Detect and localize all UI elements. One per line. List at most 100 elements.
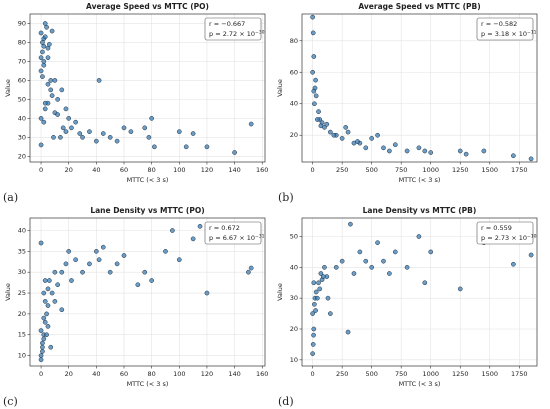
point [40,349,45,354]
point [248,121,254,127]
point [42,278,48,283]
point [369,136,375,141]
x-tick-label: 250 [336,166,348,174]
point [73,119,78,125]
x-tick-label: 20 [65,166,73,174]
y-tick-label: 90 [18,19,26,27]
point [369,264,375,270]
point [41,290,47,296]
y-tick-label: 35 [18,247,26,255]
point [381,258,386,264]
point [152,144,157,150]
point [38,30,44,36]
x-tick-label: 0 [311,370,315,378]
point [55,282,60,288]
point [142,269,148,275]
x-tick-label: 0 [39,166,43,174]
chart-title: Average Speed vs MTTC (PB) [358,2,480,11]
annotation-r: r = −0.582 [481,20,517,28]
annotation-p-base: p = 2.72 × 10 [209,30,255,38]
panel-label: (c) [3,395,18,408]
point [52,269,58,275]
chart-title: Average Speed vs MTTC (PO) [86,2,209,11]
x-tick-label: 0 [39,370,43,378]
x-tick-label: 500 [365,166,377,174]
point [146,134,152,140]
point [63,129,69,134]
point [42,100,48,106]
x-tick-label: 500 [365,370,377,378]
y-tick-label: 20 [18,310,26,318]
y-axis-label: Value [4,79,12,97]
point [357,249,363,255]
point [204,290,210,296]
point [176,129,182,134]
point [42,106,48,112]
point [80,134,85,140]
point [232,150,237,155]
annotation-p: p = 3.18 × 10−11 [481,29,537,38]
point [41,336,47,342]
point [345,329,351,335]
annotation-p: p = 6.67 × 10−31 [209,233,265,242]
point [48,87,54,93]
x-tick-label: 1750 [511,370,528,378]
x-axis-label: MTTC (< 3 s) [399,380,441,388]
point [42,299,48,304]
point [387,271,392,276]
point [248,265,254,271]
point [41,119,47,125]
point [44,311,49,317]
x-tick-label: 160 [256,166,268,174]
y-tick-label: 50 [18,95,26,103]
point [190,131,196,136]
y-tick-label: 20 [18,152,26,160]
subplot: 0 250 500 750 1000 1250 1500 1750 20 40 60 80 Averag… [276,2,538,204]
point [44,332,49,338]
point [80,269,85,275]
y-tick-label: 20 [290,325,298,333]
y-tick-label: 80 [290,37,298,45]
x-tick-label: 40 [92,166,100,174]
point [422,280,428,286]
x-tick-label: 1250 [452,370,469,378]
point [313,308,318,313]
chart-title: Lane Density vs MTTC (PO) [90,206,204,215]
y-tick-label: 60 [18,76,26,84]
point [163,249,168,254]
x-axis-label: MTTC (< 3 s) [127,176,169,184]
point [107,269,113,275]
point [313,77,318,83]
x-axis-label: MTTC (< 3 s) [399,176,441,184]
annotation-box [204,17,262,41]
y-tick-label: 40 [18,114,26,122]
point [42,319,48,325]
point [457,148,463,154]
annotation-p: p = 2.73 × 10−10 [481,233,537,242]
point [511,153,516,159]
x-tick-label: 1500 [481,166,498,174]
point [381,145,386,151]
y-axis-label: Value [276,283,284,301]
point [69,125,74,131]
point [481,148,487,154]
annotation-box [476,221,534,245]
point [392,142,398,148]
y-axis-label: Value [276,79,284,97]
point [63,106,69,112]
point [40,340,45,346]
point [94,138,99,144]
x-tick-label: 0 [311,166,315,174]
point [511,261,516,267]
point [457,286,463,292]
point [49,28,55,34]
point [40,49,45,55]
point [315,117,320,122]
point [311,332,316,338]
y-tick-label: 50 [290,233,298,241]
point [313,289,319,295]
y-tick-label: 70 [18,57,26,65]
point [77,131,83,136]
point [45,81,51,87]
x-tick-label: 80 [148,166,156,174]
